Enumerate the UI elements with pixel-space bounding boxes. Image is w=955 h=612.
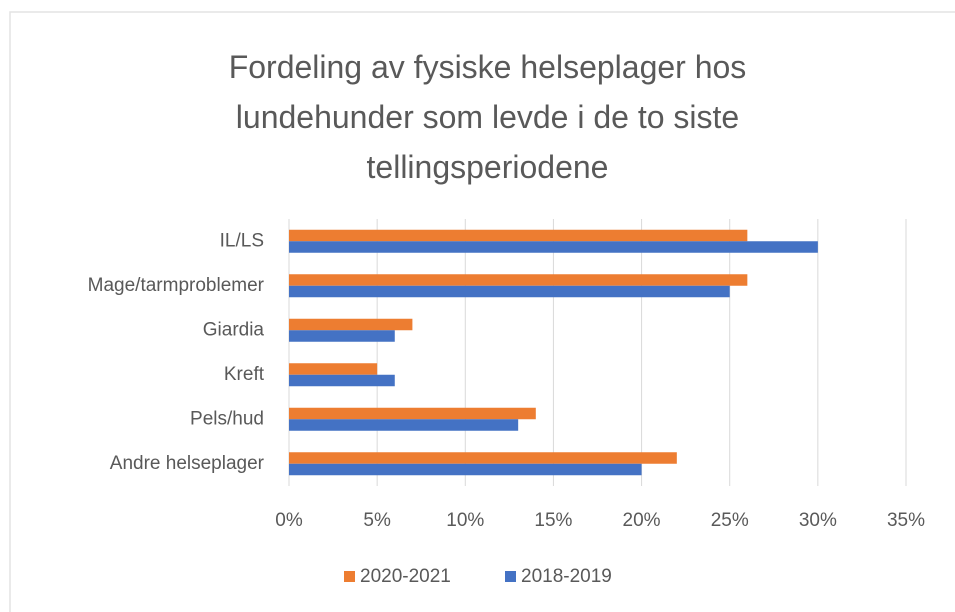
y-tick-label: Pels/hud <box>190 408 264 429</box>
y-tick-label: IL/LS <box>220 230 264 251</box>
bar <box>289 419 519 431</box>
bar <box>289 463 642 476</box>
x-tick-label: 25% <box>711 510 749 531</box>
bar <box>289 241 818 253</box>
legend-swatch <box>344 571 355 582</box>
y-tick-label: Andre helseplager <box>110 453 265 474</box>
bar <box>289 330 395 342</box>
legend-swatch <box>505 571 516 582</box>
bar <box>289 374 395 387</box>
x-tick-label: 30% <box>799 510 837 531</box>
y-tick-label: Kreft <box>224 364 265 385</box>
bar <box>289 318 413 331</box>
bar <box>289 363 378 375</box>
y-tick-label: Giardia <box>203 319 265 340</box>
chart-frame <box>9 11 955 612</box>
x-tick-label: 10% <box>446 510 484 531</box>
x-tick-label: 0% <box>275 510 303 531</box>
x-tick-label: 35% <box>887 510 925 531</box>
x-tick-label: 20% <box>623 510 661 531</box>
y-tick-label: Mage/tarmproblemer <box>88 275 265 296</box>
bar <box>289 229 748 242</box>
bar <box>289 452 677 464</box>
legend-label: 2018-2019 <box>521 566 612 587</box>
bar <box>289 407 536 420</box>
legend-label: 2020-2021 <box>360 566 451 587</box>
bar <box>289 274 748 286</box>
bar <box>289 285 730 298</box>
chart-title: Fordeling av fysiske helseplager hos lun… <box>228 49 747 185</box>
x-tick-label: 5% <box>363 510 391 531</box>
x-tick-label: 15% <box>534 510 572 531</box>
